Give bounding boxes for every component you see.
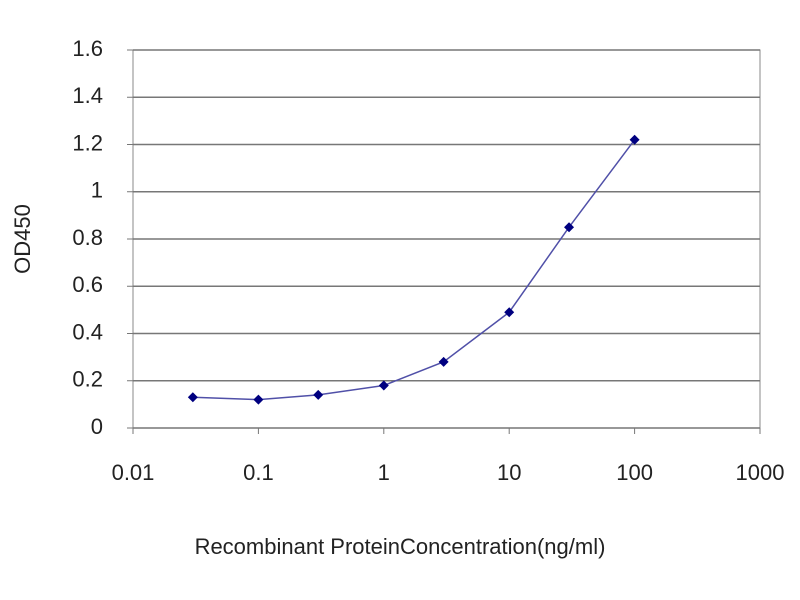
data-point	[187, 392, 198, 403]
x-tick-label: 100	[616, 460, 653, 485]
data-point	[378, 380, 389, 391]
y-tick-label: 0.6	[72, 272, 103, 297]
y-tick-label: 1	[91, 178, 103, 203]
y-tick-label: 0.8	[72, 225, 103, 250]
x-axis-label: Recombinant ProteinConcentration(ng/ml)	[195, 534, 606, 559]
x-tick-label: 0.1	[243, 460, 274, 485]
y-tick-label: 1.6	[72, 36, 103, 61]
x-tick-label: 1	[378, 460, 390, 485]
data-point	[564, 222, 575, 233]
x-tick-label: 1000	[736, 460, 785, 485]
data-point	[253, 394, 264, 405]
series-line	[192, 139, 636, 401]
x-tick-label: 10	[497, 460, 521, 485]
data-point	[438, 356, 449, 367]
y-tick-label: 0.2	[72, 367, 103, 392]
y-tick-label: 1.4	[72, 83, 103, 108]
x-tick-label: 0.01	[112, 460, 155, 485]
data-point	[629, 134, 640, 145]
y-tick-label: 1.2	[72, 130, 103, 155]
y-tick-label: 0.4	[72, 319, 103, 344]
y-tick-label: 0	[91, 414, 103, 439]
data-point	[313, 389, 324, 400]
y-axis-label: OD450	[10, 204, 35, 274]
data-point	[504, 307, 515, 318]
